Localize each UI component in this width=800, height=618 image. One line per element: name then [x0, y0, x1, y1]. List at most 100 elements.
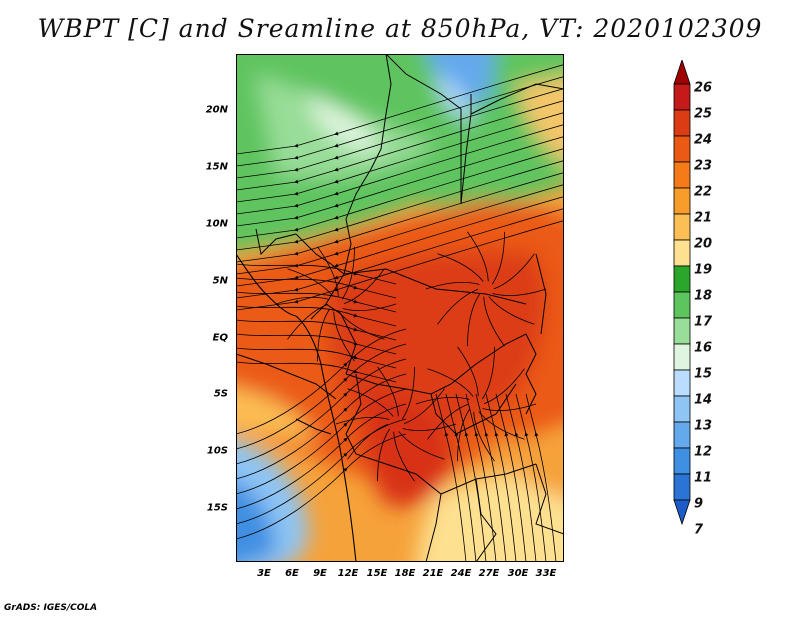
- streamline: [467, 231, 489, 282]
- streamline: [236, 305, 397, 327]
- lat-label: 15N: [205, 161, 228, 173]
- streamline: [317, 308, 331, 362]
- colorbar-label: 9: [694, 496, 704, 512]
- lon-label: 21E: [422, 568, 444, 579]
- streamline: [427, 403, 469, 440]
- colorbar-label: 11: [694, 470, 713, 486]
- streamline: [465, 393, 497, 562]
- streamline: [236, 100, 564, 191]
- lon-label: 12E: [337, 568, 359, 579]
- lat-label: 10S: [206, 445, 228, 457]
- colorbar-swatch: [673, 291, 691, 319]
- streamline: [236, 172, 564, 263]
- colorbar-label: 21: [694, 210, 713, 226]
- colorbar-swatch: [673, 161, 691, 189]
- colorbar-swatch: [673, 109, 691, 137]
- streamline: [457, 346, 479, 397]
- streamline: [435, 393, 467, 562]
- colorbar-label: 15: [694, 366, 713, 382]
- coastline: [236, 253, 357, 562]
- colorbar-label: 13: [694, 418, 713, 434]
- streamline: [492, 288, 547, 296]
- streamline: [236, 148, 564, 239]
- streamline: [341, 246, 355, 300]
- streamline: [347, 388, 394, 417]
- streamline: [236, 361, 397, 383]
- colorbar-swatch: [673, 187, 691, 215]
- streamline: [495, 393, 527, 562]
- country-borders: [236, 54, 564, 562]
- streamline: [236, 358, 407, 465]
- colorbar-swatch: [673, 499, 691, 526]
- colorbar-label: 14: [694, 392, 713, 408]
- streamline: [515, 393, 547, 562]
- streamline: [377, 428, 391, 482]
- lon-label: 24E: [450, 568, 472, 579]
- colorbar-label: 16: [694, 340, 713, 356]
- streamlines: [236, 64, 564, 562]
- streamline: [403, 388, 445, 425]
- colorbar-label: 20: [694, 236, 713, 252]
- colorbar-label: 25: [694, 106, 713, 122]
- streamline: [483, 368, 525, 405]
- colorbar-label: 22: [694, 184, 713, 200]
- streamline: [475, 393, 507, 562]
- streamline: [415, 397, 470, 405]
- chart-title: WBPT [C] and Sreamline at 850hPa, VT: 20…: [37, 14, 763, 43]
- streamline: [236, 88, 564, 179]
- streamline: [343, 268, 385, 305]
- lon-label: 6E: [285, 568, 299, 579]
- streamline: [236, 220, 564, 311]
- lat-label: 20N: [205, 104, 228, 116]
- streamline: [491, 231, 505, 285]
- map-panel: [236, 54, 564, 562]
- streamline: [483, 296, 505, 347]
- lon-label: 15E: [366, 568, 388, 579]
- lon-label: 9E: [313, 568, 327, 579]
- lon-label: 3E: [257, 568, 271, 579]
- colorbar-swatch: [673, 343, 691, 371]
- streamline: [347, 423, 389, 460]
- lon-label: 27E: [478, 568, 500, 579]
- colorbar-label: 12: [694, 444, 713, 460]
- lat-label: EQ: [212, 332, 228, 344]
- streamline: [493, 253, 535, 290]
- streamline: [525, 393, 557, 562]
- lon-label: 33E: [535, 568, 557, 579]
- colorbar-swatch: [673, 395, 691, 423]
- streamline: [236, 333, 397, 355]
- streamline: [236, 124, 564, 215]
- streamline: [236, 388, 407, 495]
- streamline: [236, 403, 407, 510]
- colorbar-label: 19: [694, 262, 713, 278]
- colorbar-swatch: [673, 473, 691, 501]
- lon-label: 18E: [394, 568, 416, 579]
- colorbar-swatch: [673, 213, 691, 241]
- streamline: [236, 64, 564, 155]
- streamline: [236, 433, 407, 540]
- colorbar-swatch: [673, 83, 691, 111]
- streamline: [236, 347, 397, 369]
- colorbar-label: 18: [694, 288, 713, 304]
- temperature-field: [236, 54, 564, 562]
- colorbar-swatch: [673, 421, 691, 449]
- streamline: [236, 277, 397, 299]
- streamline: [401, 366, 415, 420]
- grads-credit: GrADS: IGES/COLA: [4, 603, 98, 613]
- lat-label: 15S: [206, 502, 228, 514]
- streamline: [393, 431, 415, 482]
- streamline: [485, 393, 517, 562]
- colorbar-label: 24: [694, 132, 713, 148]
- streamline: [317, 246, 339, 297]
- streamline: [236, 160, 564, 251]
- streamline: [236, 263, 397, 285]
- colorbar-label: 26: [694, 80, 713, 96]
- streamline: [402, 423, 457, 431]
- colorbar-label: 17: [694, 314, 713, 330]
- lat-label: 5N: [212, 275, 228, 287]
- streamline: [275, 297, 330, 305]
- colorbar-label: 7: [694, 522, 704, 538]
- streamline: [482, 403, 537, 411]
- streamline: [236, 196, 564, 287]
- streamline: [488, 296, 535, 325]
